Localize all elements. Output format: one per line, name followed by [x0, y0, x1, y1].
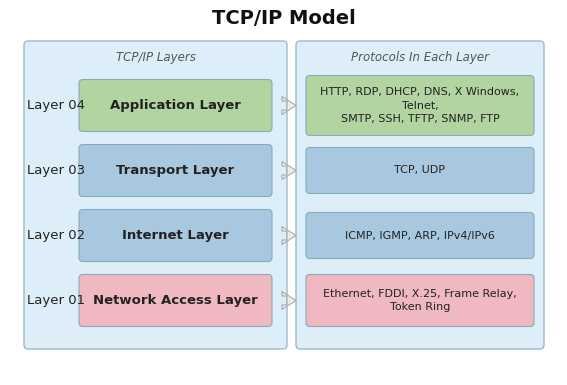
Text: ICMP, IGMP, ARP, IPv4/IPv6: ICMP, IGMP, ARP, IPv4/IPv6 [345, 231, 495, 241]
Polygon shape [282, 291, 296, 310]
Text: Layer 02: Layer 02 [27, 229, 85, 242]
Text: TCP/IP Layers: TCP/IP Layers [116, 50, 196, 64]
Polygon shape [282, 161, 296, 179]
FancyBboxPatch shape [79, 275, 272, 326]
Text: Protocols In Each Layer: Protocols In Each Layer [351, 50, 489, 64]
FancyBboxPatch shape [306, 275, 534, 326]
FancyBboxPatch shape [296, 41, 544, 349]
Text: Application Layer: Application Layer [110, 99, 241, 112]
Text: Ethernet, FDDI, X.25, Frame Relay,
Token Ring: Ethernet, FDDI, X.25, Frame Relay, Token… [323, 289, 517, 312]
FancyBboxPatch shape [306, 75, 534, 136]
Polygon shape [282, 226, 296, 244]
Text: TCP, UDP: TCP, UDP [395, 166, 446, 176]
Polygon shape [282, 97, 296, 114]
Text: Internet Layer: Internet Layer [122, 229, 229, 242]
FancyBboxPatch shape [79, 79, 272, 132]
Text: Layer 04: Layer 04 [27, 99, 85, 112]
FancyBboxPatch shape [79, 144, 272, 196]
FancyBboxPatch shape [306, 147, 534, 194]
Text: Transport Layer: Transport Layer [116, 164, 235, 177]
Text: Layer 03: Layer 03 [27, 164, 85, 177]
FancyBboxPatch shape [306, 213, 534, 258]
Text: Network Access Layer: Network Access Layer [93, 294, 258, 307]
Text: Layer 01: Layer 01 [27, 294, 85, 307]
FancyBboxPatch shape [79, 209, 272, 261]
FancyBboxPatch shape [24, 41, 287, 349]
Text: HTTP, RDP, DHCP, DNS, X Windows,
Telnet,
SMTP, SSH, TFTP, SNMP, FTP: HTTP, RDP, DHCP, DNS, X Windows, Telnet,… [320, 87, 519, 124]
Text: TCP/IP Model: TCP/IP Model [211, 8, 356, 27]
